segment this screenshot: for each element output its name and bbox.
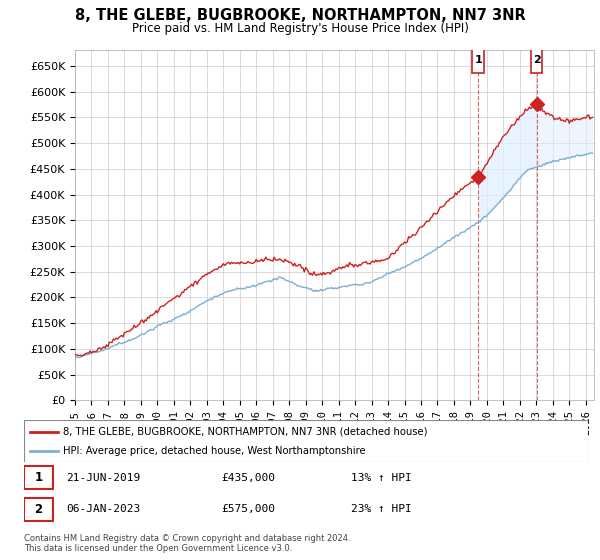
Text: £435,000: £435,000 [221,473,275,483]
Bar [24,466,53,489]
Text: 8, THE GLEBE, BUGBROOKE, NORTHAMPTON, NN7 3NR (detached house): 8, THE GLEBE, BUGBROOKE, NORTHAMPTON, NN… [64,427,428,437]
Text: 8, THE GLEBE, BUGBROOKE, NORTHAMPTON, NN7 3NR: 8, THE GLEBE, BUGBROOKE, NORTHAMPTON, NN… [74,8,526,24]
Text: 1: 1 [35,471,43,484]
Text: 13% ↑ HPI: 13% ↑ HPI [351,473,412,483]
Text: 06-JAN-2023: 06-JAN-2023 [66,504,140,514]
Text: 2: 2 [35,502,43,516]
Bar [531,48,542,73]
Text: 23% ↑ HPI: 23% ↑ HPI [351,504,412,514]
Text: 1: 1 [474,55,482,65]
Bar [24,498,53,521]
Text: Price paid vs. HM Land Registry's House Price Index (HPI): Price paid vs. HM Land Registry's House … [131,22,469,35]
Text: 2: 2 [533,55,541,65]
Text: HPI: Average price, detached house, West Northamptonshire: HPI: Average price, detached house, West… [64,446,366,456]
Text: £575,000: £575,000 [221,504,275,514]
Text: Contains HM Land Registry data © Crown copyright and database right 2024.
This d: Contains HM Land Registry data © Crown c… [24,534,350,553]
Text: 21-JUN-2019: 21-JUN-2019 [66,473,140,483]
Bar [472,48,484,73]
